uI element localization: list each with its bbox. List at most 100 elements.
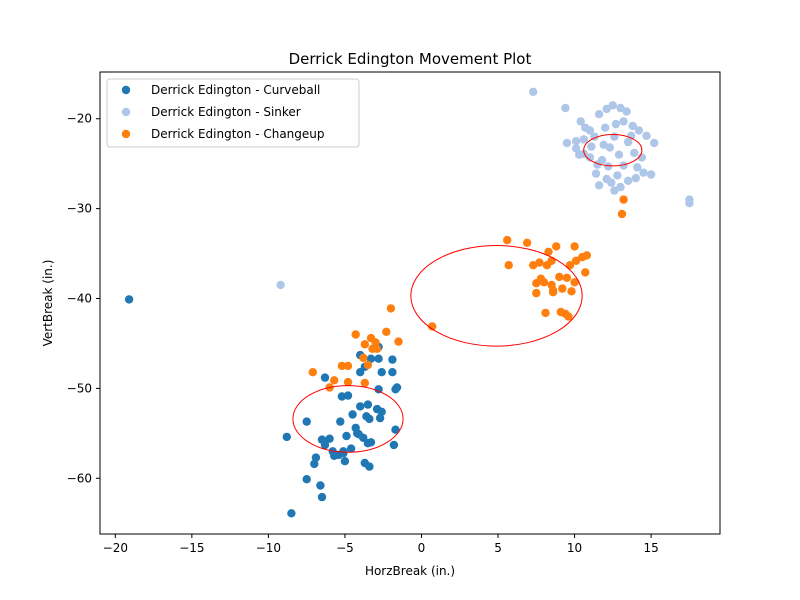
data-point	[356, 368, 365, 377]
data-point	[628, 121, 637, 131]
data-point	[570, 242, 579, 251]
data-point	[374, 354, 383, 363]
data-point	[382, 327, 391, 336]
data-point	[365, 462, 374, 471]
legend-box	[106, 78, 360, 148]
y-tick-label: −40	[67, 292, 92, 306]
x-tick-label: 5	[494, 541, 502, 555]
data-point	[124, 295, 134, 304]
data-point	[330, 376, 339, 385]
data-point	[558, 284, 567, 293]
data-point	[351, 330, 360, 339]
data-point	[623, 176, 633, 185]
y-axis-label: VertBreak (in.)	[41, 260, 55, 347]
data-point	[619, 117, 628, 126]
x-tick-label: 10	[567, 541, 582, 555]
data-point	[363, 360, 373, 370]
data-point	[529, 87, 538, 97]
data-point	[371, 338, 380, 347]
data-point	[503, 235, 512, 245]
data-point	[587, 142, 596, 151]
data-point	[346, 444, 356, 453]
data-point	[555, 272, 564, 282]
data-point	[302, 417, 311, 426]
data-point	[639, 168, 648, 177]
data-point	[552, 242, 561, 251]
data-point	[394, 337, 403, 346]
chart-title: Derrick Edington Movement Plot	[289, 50, 532, 68]
data-point	[567, 287, 576, 296]
data-point	[363, 400, 373, 409]
data-point	[685, 199, 694, 208]
data-point	[616, 103, 625, 113]
data-point	[611, 119, 621, 129]
legend-entry: Derrick Edington - Sinker	[151, 105, 301, 119]
data-point	[365, 414, 374, 424]
legend: Derrick Edington - Curveball Derrick Edin…	[106, 78, 360, 148]
y-tick-label: −20	[67, 112, 92, 126]
cluster-ellipse	[583, 134, 643, 167]
data-point	[561, 103, 570, 113]
data-point	[594, 181, 604, 190]
data-point	[599, 140, 608, 149]
data-point	[389, 440, 399, 450]
data-point	[348, 410, 357, 419]
data-point	[622, 107, 631, 116]
data-point	[576, 117, 585, 126]
data-point	[374, 385, 383, 394]
plot-area	[124, 87, 694, 518]
legend-marker	[121, 85, 131, 95]
data-point	[287, 509, 296, 518]
data-point	[359, 353, 368, 362]
data-point	[377, 407, 386, 416]
data-point	[613, 171, 622, 180]
data-point	[562, 273, 572, 282]
data-point	[627, 131, 636, 140]
data-point	[356, 402, 365, 411]
y-tick-label: −50	[67, 381, 92, 395]
series-2	[308, 195, 628, 392]
x-axis-label: HorzBreak (in.)	[365, 564, 455, 578]
data-point	[623, 137, 633, 147]
data-point	[571, 256, 581, 265]
x-tick-label: 0	[418, 541, 426, 555]
data-point	[610, 186, 619, 195]
data-point	[548, 288, 558, 297]
data-point	[539, 278, 549, 287]
data-point	[340, 457, 350, 466]
data-point	[571, 144, 581, 153]
data-point	[608, 101, 617, 110]
data-point	[619, 161, 628, 170]
legend-entry: Derrick Edington - Curveball	[151, 83, 320, 97]
data-point	[633, 163, 642, 172]
data-point	[337, 361, 347, 371]
y-axis: −60 −50 −40 −30 −20	[67, 112, 100, 485]
data-point	[388, 355, 397, 364]
data-point	[302, 475, 311, 484]
data-point	[619, 195, 628, 204]
data-point	[617, 209, 627, 219]
data-point	[634, 126, 644, 135]
data-point	[391, 385, 400, 394]
data-point	[646, 170, 656, 179]
data-point	[591, 169, 601, 178]
data-point	[522, 238, 532, 247]
data-point	[310, 459, 319, 469]
data-point	[339, 447, 348, 456]
y-tick-label: −30	[67, 202, 92, 216]
data-point	[581, 123, 590, 132]
data-point	[372, 344, 382, 353]
legend-marker	[121, 129, 131, 139]
data-point	[276, 280, 285, 290]
x-tick-label: 15	[643, 541, 658, 555]
data-point	[308, 368, 317, 377]
series-0	[124, 295, 402, 518]
data-point	[366, 354, 376, 363]
data-point	[360, 340, 369, 349]
data-point	[391, 425, 400, 434]
data-point	[325, 434, 334, 443]
data-point	[504, 261, 513, 270]
data-point	[631, 173, 640, 183]
data-point	[570, 278, 579, 287]
